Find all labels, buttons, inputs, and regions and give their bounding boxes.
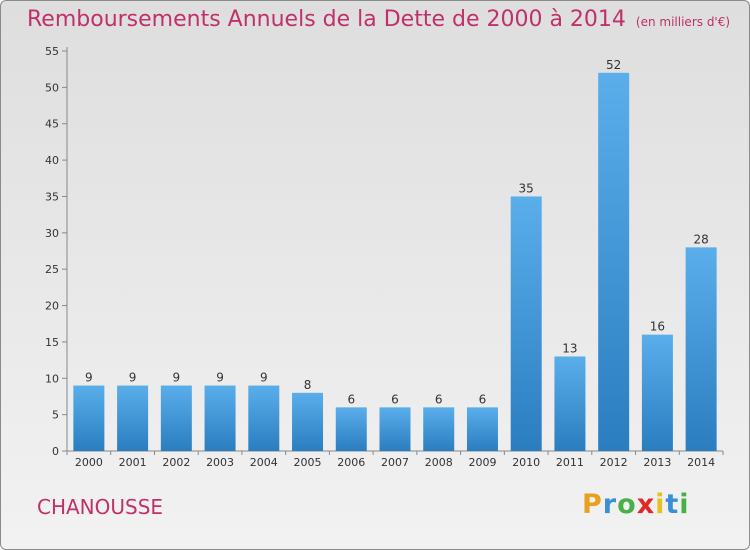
logo-letter: i [655, 489, 666, 520]
data-label: 16 [650, 320, 665, 334]
bar [204, 385, 236, 451]
y-tick-label: 5 [52, 409, 59, 422]
x-tick-label: 2011 [556, 456, 584, 469]
commune-name: CHANOUSSE [37, 495, 164, 519]
data-label: 6 [391, 392, 399, 406]
data-label: 13 [562, 341, 577, 355]
x-tick-label: 2014 [687, 456, 715, 469]
logo-letter: o [617, 489, 637, 520]
x-tick-label: 2009 [468, 456, 496, 469]
bar [292, 392, 324, 451]
y-tick-label: 30 [45, 227, 59, 240]
data-label: 9 [216, 371, 224, 385]
y-tick-label: 20 [45, 300, 59, 313]
x-tick-label: 2012 [600, 456, 628, 469]
data-label: 6 [435, 392, 443, 406]
bar [510, 196, 542, 451]
bar [335, 407, 367, 451]
title-unit: (en milliers d'€) [635, 15, 731, 29]
title-main: Remboursements Annuels de la Dette de 20… [27, 7, 626, 32]
data-label: 9 [85, 371, 93, 385]
bar [73, 385, 105, 451]
bar [379, 407, 411, 451]
data-label: 52 [606, 58, 621, 72]
y-tick-label: 10 [45, 372, 59, 385]
bar [117, 385, 149, 451]
y-tick-label: 40 [45, 154, 59, 167]
y-tick-label: 35 [45, 190, 59, 203]
y-tick-label: 45 [45, 118, 59, 131]
bar [248, 385, 280, 451]
bar [423, 407, 455, 451]
x-tick-label: 2005 [294, 456, 322, 469]
bar [554, 356, 586, 451]
bar [598, 72, 630, 452]
x-tick-label: 2001 [119, 456, 147, 469]
x-tick-label: 2000 [75, 456, 103, 469]
data-label: 6 [347, 392, 355, 406]
x-tick-label: 2006 [337, 456, 365, 469]
logo-letter: x [636, 489, 656, 520]
y-tick-label: 0 [52, 445, 59, 458]
x-tick-label: 2004 [250, 456, 278, 469]
data-label: 8 [304, 378, 312, 392]
logo-letter: t [665, 489, 680, 520]
data-label: 9 [129, 371, 137, 385]
y-tick-label: 15 [45, 336, 59, 349]
logo-letter: P [582, 489, 603, 520]
y-tick-label: 25 [45, 263, 59, 276]
y-tick-label: 50 [45, 81, 59, 94]
x-tick-label: 2002 [162, 456, 190, 469]
bar [641, 334, 673, 451]
x-tick-label: 2010 [512, 456, 540, 469]
bar [466, 407, 498, 451]
y-tick-label: 55 [45, 45, 59, 58]
proxiti-logo: Proxiti [582, 489, 690, 520]
x-tick-label: 2003 [206, 456, 234, 469]
x-tick-label: 2008 [425, 456, 453, 469]
bar [685, 247, 717, 451]
logo-letter: r [602, 489, 618, 520]
x-tick-label: 2013 [643, 456, 671, 469]
data-label: 9 [173, 371, 181, 385]
logo-letter: i [679, 489, 690, 520]
data-label: 28 [693, 232, 708, 246]
data-label: 6 [479, 392, 487, 406]
data-label: 9 [260, 371, 268, 385]
bar [160, 385, 192, 451]
chart-title: Remboursements Annuels de la Dette de 20… [27, 7, 730, 32]
data-label: 35 [519, 181, 534, 195]
x-tick-label: 2007 [381, 456, 409, 469]
